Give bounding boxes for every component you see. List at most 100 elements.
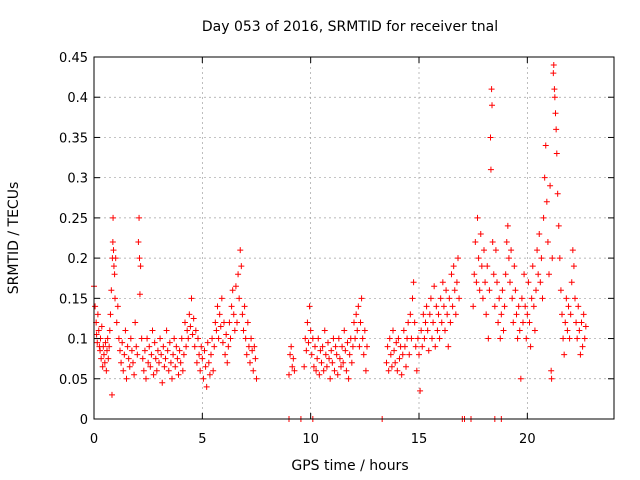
data-point	[357, 319, 364, 326]
x-tick-label: 15	[411, 432, 428, 447]
data-point	[190, 315, 197, 322]
data-point	[488, 86, 495, 93]
data-point	[529, 263, 536, 270]
y-tick-label: 0.1	[67, 333, 88, 348]
data-point	[419, 343, 426, 350]
data-point	[514, 335, 521, 342]
data-point	[113, 319, 120, 326]
data-point	[442, 327, 448, 334]
data-point	[289, 363, 296, 370]
data-point	[435, 311, 442, 318]
data-point	[364, 343, 370, 350]
data-point	[356, 343, 363, 350]
data-point	[398, 371, 405, 378]
data-point	[231, 327, 238, 334]
data-point	[198, 343, 205, 350]
data-point	[95, 327, 102, 334]
data-point	[197, 367, 204, 374]
y-tick-label: 0.05	[59, 373, 88, 388]
data-point	[409, 295, 416, 302]
data-point	[157, 335, 164, 342]
data-point	[515, 303, 522, 310]
data-point	[418, 327, 425, 334]
data-point	[218, 295, 225, 302]
data-point	[394, 367, 401, 374]
data-point	[131, 371, 138, 378]
data-point	[508, 247, 515, 254]
data-point	[193, 359, 200, 366]
data-point	[383, 359, 390, 366]
data-point	[385, 367, 392, 374]
data-point	[250, 367, 257, 374]
data-point	[139, 355, 146, 362]
data-point	[306, 303, 313, 310]
data-point	[507, 279, 513, 286]
data-point	[449, 303, 456, 310]
data-point	[123, 375, 130, 382]
data-point	[177, 359, 184, 366]
data-point	[305, 339, 312, 346]
data-point	[328, 347, 335, 354]
data-point	[244, 319, 251, 326]
data-point	[234, 319, 240, 326]
data-point	[332, 343, 339, 350]
data-point	[163, 327, 170, 334]
data-point	[247, 359, 253, 366]
data-point	[224, 359, 231, 366]
data-point	[551, 94, 558, 101]
data-point	[92, 303, 99, 310]
data-point	[330, 335, 337, 342]
data-point	[348, 359, 355, 366]
data-point	[215, 335, 222, 342]
data-point	[550, 62, 557, 69]
data-point	[115, 335, 122, 342]
data-point	[187, 323, 194, 330]
data-point	[98, 323, 105, 330]
data-point	[516, 327, 523, 334]
data-point	[501, 303, 508, 310]
data-point	[147, 363, 154, 370]
data-point	[191, 343, 198, 350]
data-point	[566, 335, 573, 342]
data-point	[308, 351, 315, 358]
data-point	[535, 271, 542, 278]
data-point	[396, 355, 403, 362]
data-point	[304, 319, 311, 326]
data-point	[550, 70, 557, 77]
data-point	[567, 311, 574, 318]
data-point	[303, 347, 310, 354]
data-point	[103, 367, 110, 374]
data-point	[573, 319, 580, 326]
data-point	[539, 295, 546, 302]
data-point	[331, 367, 338, 374]
data-point	[200, 375, 207, 382]
data-point	[503, 239, 510, 246]
data-point	[440, 303, 447, 310]
data-point	[203, 383, 210, 390]
data-point	[497, 335, 504, 342]
data-point	[345, 375, 352, 382]
data-point	[487, 134, 494, 141]
data-point	[172, 363, 179, 370]
data-point	[452, 311, 459, 318]
data-point	[214, 303, 221, 310]
data-point	[174, 355, 181, 362]
data-point	[560, 335, 567, 342]
data-point	[564, 327, 571, 334]
data-point	[227, 335, 234, 342]
data-point	[401, 343, 408, 350]
data-point	[552, 110, 559, 117]
data-point	[159, 379, 166, 386]
data-point	[423, 303, 430, 310]
data-point	[313, 367, 320, 374]
data-point	[323, 363, 330, 370]
data-point	[336, 355, 343, 362]
data-point	[528, 295, 535, 302]
data-point	[433, 303, 440, 310]
data-point	[543, 198, 550, 205]
data-point	[556, 255, 563, 262]
data-point	[562, 319, 569, 326]
data-point	[413, 367, 420, 374]
data-point	[574, 335, 581, 342]
data-point	[307, 327, 314, 334]
